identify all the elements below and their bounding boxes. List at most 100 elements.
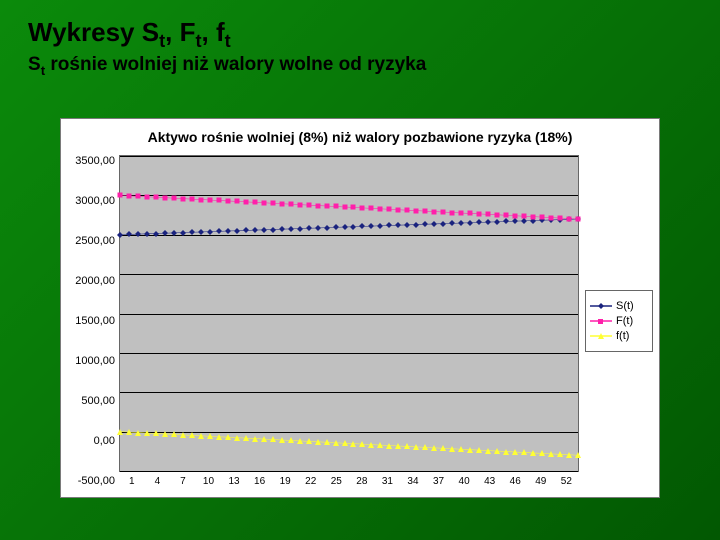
series-marker-f — [494, 448, 500, 454]
series-marker-f — [198, 433, 204, 439]
y-tick-label: 1000,00 — [75, 355, 115, 367]
y-tick-label: 2500,00 — [75, 235, 115, 247]
series-marker-f — [117, 429, 123, 435]
series-marker-S — [440, 221, 446, 227]
series-lines — [120, 156, 578, 471]
series-marker-S — [279, 226, 285, 232]
series-marker-F — [225, 198, 230, 203]
series-marker-S — [521, 218, 527, 224]
x-tick-label: 37 — [426, 476, 452, 487]
series-marker-f — [288, 437, 294, 443]
series-marker-S — [180, 230, 186, 236]
series-marker-f — [476, 447, 482, 453]
series-marker-F — [549, 215, 554, 220]
series-marker-F — [531, 214, 536, 219]
legend-item-f: f(t) — [590, 330, 648, 342]
series-marker-S — [189, 229, 195, 235]
series-marker-f — [530, 450, 536, 456]
series-marker-S — [503, 218, 509, 224]
series-marker-f — [449, 446, 455, 452]
x-tick-label: 49 — [528, 476, 554, 487]
series-marker-F — [468, 211, 473, 216]
series-marker-S — [117, 232, 123, 238]
series-marker-f — [180, 432, 186, 438]
series-marker-F — [118, 193, 123, 198]
series-marker-f — [566, 452, 572, 458]
series-marker-S — [458, 220, 464, 226]
series-marker-F — [441, 210, 446, 215]
x-tick-label: 7 — [170, 476, 196, 487]
y-tick-label: 500,00 — [81, 395, 115, 407]
series-marker-S — [377, 223, 383, 229]
series-marker-F — [423, 209, 428, 214]
headline-sub: t — [225, 31, 231, 51]
series-marker-F — [252, 200, 257, 205]
legend-swatch-F — [590, 316, 612, 326]
series-marker-F — [387, 207, 392, 212]
legend-swatch-f — [590, 331, 612, 341]
series-marker-S — [413, 222, 419, 228]
series-marker-S — [144, 231, 150, 237]
chart-title: Aktywo rośnie wolniej (8%) niż walory po… — [61, 119, 659, 151]
series-marker-f — [270, 436, 276, 442]
legend-label-S: S(t) — [616, 300, 634, 312]
series-marker-f — [342, 440, 348, 446]
y-tick-label: 0,00 — [94, 435, 115, 447]
series-marker-S — [494, 219, 500, 225]
series-marker-F — [324, 204, 329, 209]
legend-item-F: F(t) — [590, 315, 648, 327]
series-marker-F — [414, 208, 419, 213]
series-marker-S — [270, 227, 276, 233]
legend-label-F: F(t) — [616, 315, 633, 327]
series-marker-F — [216, 198, 221, 203]
series-marker-S — [306, 225, 312, 231]
series-marker-f — [485, 448, 491, 454]
x-axis: 147101316192225283134374043464952 — [119, 472, 579, 487]
slide: Wykresy St, Ft, ft St rośnie wolniej niż… — [0, 0, 720, 540]
series-marker-F — [261, 200, 266, 205]
series-marker-S — [449, 220, 455, 226]
series-marker-S — [234, 228, 240, 234]
series-marker-F — [486, 212, 491, 217]
series-marker-F — [477, 211, 482, 216]
series-marker-F — [180, 196, 185, 201]
series-marker-f — [548, 451, 554, 457]
x-tick-label: 16 — [247, 476, 273, 487]
legend-label-f: f(t) — [616, 330, 629, 342]
series-marker-F — [432, 209, 437, 214]
series-marker-f — [297, 438, 303, 444]
x-tick-label: 31 — [375, 476, 401, 487]
series-marker-S — [126, 231, 132, 237]
y-axis: 3500,003000,002500,002000,001500,001000,… — [67, 155, 119, 487]
gridline — [120, 471, 578, 472]
series-marker-f — [306, 438, 312, 444]
x-tick-label: 52 — [554, 476, 580, 487]
x-tick-label: 19 — [272, 476, 298, 487]
series-marker-F — [540, 215, 545, 220]
y-tick-label: 1500,00 — [75, 315, 115, 327]
series-marker-F — [243, 199, 248, 204]
series-marker-f — [225, 434, 231, 440]
series-marker-F — [126, 193, 131, 198]
series-marker-S — [252, 227, 258, 233]
series-marker-S — [216, 228, 222, 234]
y-tick-label: 3000,00 — [75, 195, 115, 207]
headline-seg: , F — [165, 17, 195, 47]
series-marker-S — [467, 220, 473, 226]
series-marker-f — [386, 443, 392, 449]
series-marker-S — [512, 218, 518, 224]
series-marker-f — [467, 447, 473, 453]
plot-area — [119, 155, 579, 472]
y-tick-label: -500,00 — [78, 475, 115, 487]
series-marker-F — [495, 212, 500, 217]
series-marker-F — [567, 216, 572, 221]
series-marker-S — [324, 225, 330, 231]
series-marker-F — [450, 210, 455, 215]
subhead-seg: S — [28, 54, 41, 75]
series-marker-f — [350, 441, 356, 447]
series-marker-S — [297, 226, 303, 232]
x-tick-label: 10 — [196, 476, 222, 487]
series-marker-S — [207, 229, 213, 235]
series-marker-S — [422, 221, 428, 227]
series-marker-f — [413, 444, 419, 450]
